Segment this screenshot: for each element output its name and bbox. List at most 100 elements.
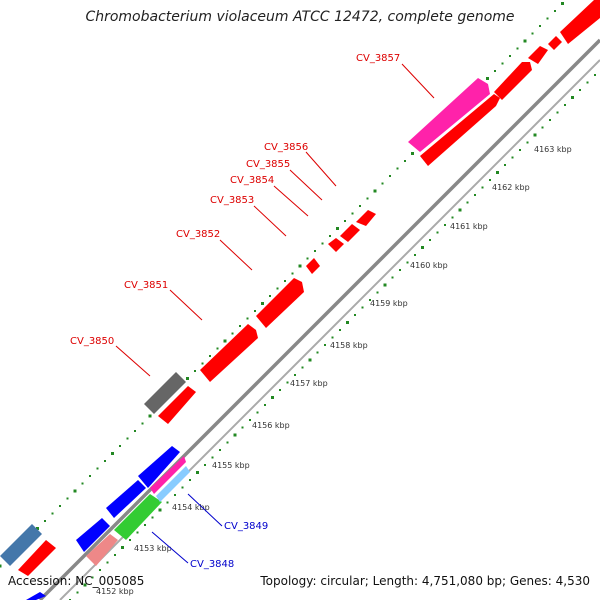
gene-label[interactable]: CV_3856 xyxy=(264,142,308,153)
scale-dot xyxy=(351,212,354,215)
gene-arrow-cv3848[interactable] xyxy=(86,534,118,566)
scale-dot xyxy=(219,449,221,451)
scale-dot xyxy=(458,208,462,212)
gene-arrow[interactable] xyxy=(548,36,562,50)
gene-arrow[interactable] xyxy=(106,480,146,518)
scale-dot xyxy=(359,205,361,207)
scale-dot xyxy=(134,430,136,432)
scale-label: 4153 kbp xyxy=(134,544,172,553)
scale-dot xyxy=(126,437,129,440)
scale-dot xyxy=(376,291,379,294)
scale-dot xyxy=(298,264,302,268)
scale-label: 4162 kbp xyxy=(492,183,530,192)
scale-dot xyxy=(196,471,199,474)
scale-dot xyxy=(519,149,521,151)
reverse-genes xyxy=(26,446,190,600)
scale-dot xyxy=(494,70,496,72)
scale-dot xyxy=(511,156,514,159)
scale-dot xyxy=(269,295,271,297)
scale-dot xyxy=(331,336,334,339)
gene-arrow[interactable] xyxy=(328,238,344,252)
scale-dot xyxy=(174,494,176,496)
scale-dot xyxy=(231,332,234,335)
gene-label[interactable]: CV_3851 xyxy=(124,280,168,291)
scale-dot xyxy=(44,520,46,522)
gene-arrow[interactable] xyxy=(200,324,258,382)
gene-arrow-cv3849[interactable] xyxy=(114,494,162,540)
gene-arrow[interactable] xyxy=(420,94,500,166)
scale-label: 4154 kbp xyxy=(172,503,210,512)
gene-label[interactable]: CV_3855 xyxy=(246,159,290,170)
scale-dot xyxy=(216,347,219,350)
gene-arrow[interactable] xyxy=(26,592,46,600)
scale-dot xyxy=(99,569,101,571)
forward-genes xyxy=(0,0,600,576)
gene-arrow[interactable] xyxy=(18,540,56,576)
scale-dot xyxy=(264,404,266,406)
scale-dot xyxy=(404,160,406,162)
gene-arrow[interactable] xyxy=(306,258,320,274)
gene-arrow[interactable] xyxy=(150,456,186,494)
scale-dot xyxy=(121,546,124,549)
scale-dot xyxy=(256,411,259,414)
gene-label[interactable]: CV_3857 xyxy=(356,53,400,64)
gene-arrow[interactable] xyxy=(494,62,532,100)
scale-label: 4157 kbp xyxy=(290,379,328,388)
scale-dot xyxy=(89,475,91,477)
leader-line xyxy=(115,345,151,377)
leader-line xyxy=(305,151,337,187)
scale-dot xyxy=(466,201,469,204)
gene-arrow[interactable] xyxy=(528,46,548,64)
scale-dot xyxy=(516,47,519,50)
scale-dot xyxy=(254,310,256,312)
gene-arrow[interactable] xyxy=(256,278,304,328)
scale-dot xyxy=(406,261,409,264)
gene-label[interactable]: CV_3853 xyxy=(210,195,254,206)
scale-dot xyxy=(166,501,169,504)
gene-label[interactable]: CV_3848 xyxy=(190,559,234,570)
gene-label[interactable]: CV_3854 xyxy=(230,175,274,186)
gene-arrow[interactable] xyxy=(356,210,376,226)
scale-dot xyxy=(194,370,196,372)
gene-label[interactable]: CV_3850 xyxy=(70,336,114,347)
scale-dot xyxy=(59,505,61,507)
scale-dot xyxy=(321,242,324,245)
gene-arrow[interactable] xyxy=(0,524,42,566)
scale-dot xyxy=(373,189,377,193)
scale-dot xyxy=(308,358,312,362)
gene-label[interactable]: CV_3852 xyxy=(176,229,220,240)
scale-dot xyxy=(271,396,274,399)
leader-line xyxy=(219,239,253,271)
gene-arrow-cv3857[interactable] xyxy=(408,78,490,152)
scale-dot xyxy=(329,235,331,237)
scale-dot xyxy=(314,250,316,252)
scale-dot xyxy=(451,216,454,219)
scale-dot xyxy=(241,426,244,429)
scale-dot xyxy=(533,133,537,137)
scale-dot xyxy=(136,531,139,534)
gene-arrow[interactable] xyxy=(76,518,110,552)
gene-label[interactable]: CV_3849 xyxy=(224,521,268,532)
map-title: Chromobacterium violaceum ATCC 12472, co… xyxy=(85,9,515,25)
gene-labels: CV_3850 CV_3851 CV_3852 CV_3853 CV_3854 CV_38… xyxy=(70,53,400,570)
gene-arrow[interactable] xyxy=(340,224,360,242)
gene-arrow[interactable] xyxy=(560,0,600,44)
gene-arrow[interactable] xyxy=(138,446,180,488)
gene-arrow[interactable] xyxy=(144,372,186,414)
scale-dot xyxy=(429,239,431,241)
gene-arrow[interactable] xyxy=(156,466,190,502)
leader-line xyxy=(273,185,309,217)
scale-dot xyxy=(239,325,241,327)
scale-dot xyxy=(294,374,296,376)
gene-arrow[interactable] xyxy=(158,386,196,424)
scale-dot xyxy=(489,179,491,181)
scale-dot xyxy=(444,224,446,226)
scale-dot xyxy=(354,314,356,316)
scale-dot xyxy=(204,464,206,466)
scale-dot xyxy=(261,302,264,305)
scale-dot xyxy=(474,194,476,196)
scale-dot xyxy=(129,539,131,541)
scale-dot xyxy=(421,246,424,249)
scale-dot xyxy=(486,77,489,80)
